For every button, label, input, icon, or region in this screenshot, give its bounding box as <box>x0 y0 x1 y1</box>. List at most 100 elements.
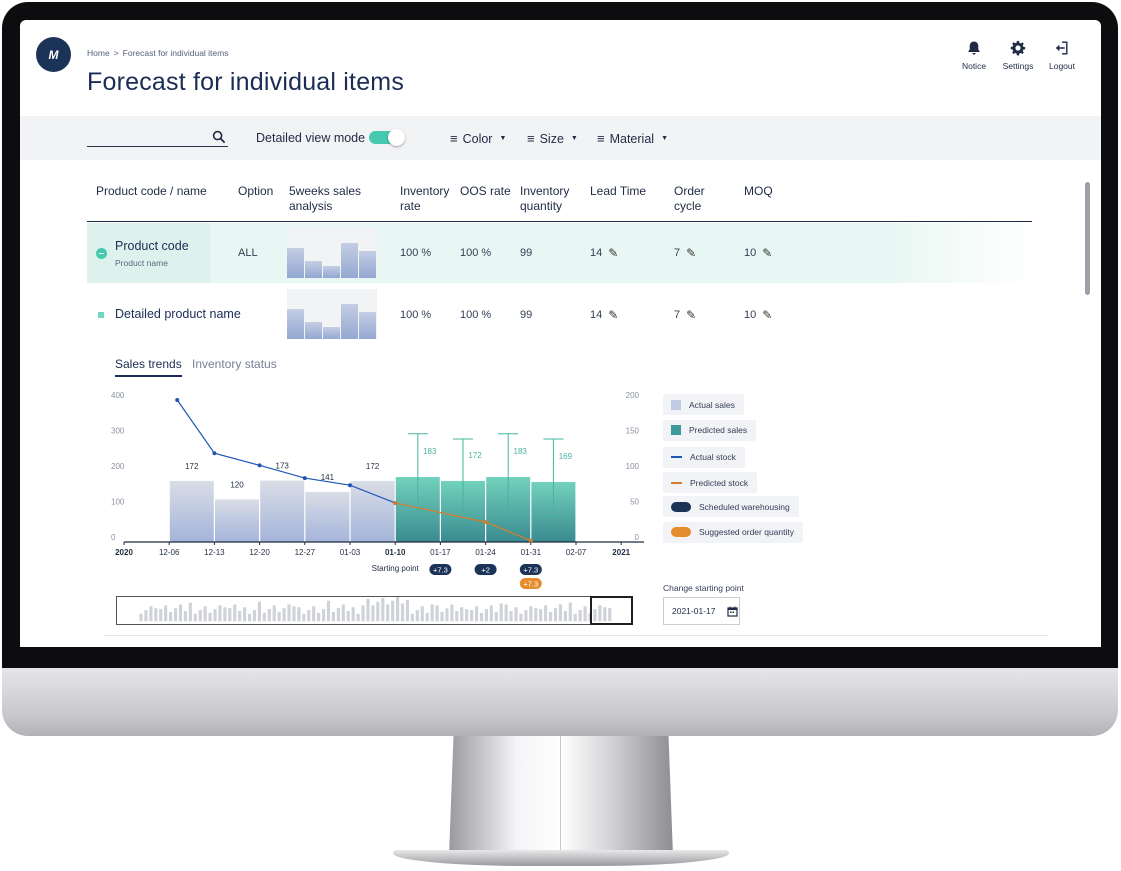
starting-point-date-input[interactable]: 2021-01-17 <box>663 597 740 625</box>
calendar-icon[interactable] <box>727 606 739 617</box>
tab-sales-trends[interactable]: Sales trends <box>115 357 182 377</box>
header-oos-rate[interactable]: OOS rate <box>460 184 511 198</box>
filter-material-label: Material <box>609 131 655 146</box>
x-tick-label: 12-20 <box>249 548 270 557</box>
edit-icon[interactable]: ✎ <box>608 246 619 260</box>
brush-bar <box>292 606 296 622</box>
edit-icon[interactable]: ✎ <box>762 246 773 260</box>
brush-bar <box>223 607 227 622</box>
legend-label: Predicted stock <box>690 477 749 488</box>
filter-color[interactable]: ≡ Color ▼ <box>450 131 506 146</box>
brush-bar <box>312 606 316 622</box>
header-sales-analysis[interactable]: 5weeks sales analysis <box>289 184 362 213</box>
x-tick-label: 01-31 <box>521 548 542 557</box>
search-icon[interactable] <box>212 130 226 144</box>
section-divider <box>104 635 1048 636</box>
settings-button[interactable]: Settings <box>1003 40 1033 71</box>
search-input[interactable] <box>87 129 228 147</box>
edit-icon[interactable]: ✎ <box>608 308 619 322</box>
starting-point-label: Starting point <box>372 564 420 573</box>
settings-label: Settings <box>1002 61 1034 71</box>
legend-predicted-stock[interactable]: Predicted stock <box>663 472 758 493</box>
tab-inventory-status[interactable]: Inventory status <box>192 357 277 371</box>
left-axis-tick: 200 <box>111 462 125 471</box>
brush-bar <box>336 608 340 622</box>
edit-icon[interactable]: ✎ <box>762 308 773 322</box>
badge-pill <box>519 578 542 589</box>
product-code: Product code <box>115 239 189 253</box>
detailed-view-toggle[interactable] <box>369 129 405 146</box>
notice-button[interactable]: Notice <box>959 40 989 71</box>
brush-bar <box>252 610 257 622</box>
brush-bar <box>149 606 153 622</box>
brush-bar <box>534 608 538 622</box>
actual-stock-point <box>175 398 180 402</box>
header-moq[interactable]: MOQ <box>744 184 773 198</box>
header-inventory-quantity[interactable]: Inventory quantity <box>520 184 570 213</box>
order-cycle-cell: 7 ✎ <box>674 246 696 260</box>
moq-cell: 10 ✎ <box>744 246 772 260</box>
brush-bar <box>331 611 336 622</box>
edit-icon[interactable]: ✎ <box>686 308 697 322</box>
brand-logo[interactable]: M <box>36 37 71 72</box>
brush-bar <box>425 612 429 622</box>
breadcrumb-current: Forecast for individual items <box>122 48 229 58</box>
brush-bar <box>396 597 400 622</box>
legend-scheduled-warehousing[interactable]: Scheduled warehousing <box>663 496 799 517</box>
brush-bar <box>400 603 405 622</box>
legend-actual-stock[interactable]: Actual stock <box>663 446 745 468</box>
header-order-cycle[interactable]: Order cycle <box>674 184 705 213</box>
range-brush-window[interactable] <box>590 596 633 625</box>
table-row[interactable]: Detailed product name 100 % 100 % 99 14 ✎… <box>87 285 1032 345</box>
actual-stock-line <box>176 399 396 504</box>
brush-bar <box>539 609 543 622</box>
table-header: Product code / name Option 5weeks sales … <box>87 184 1032 222</box>
vertical-scrollbar[interactable] <box>1085 182 1090 295</box>
bar-actual-sales <box>215 499 259 542</box>
filter-size[interactable]: ≡ Size ▼ <box>527 131 578 146</box>
bullet-icon <box>98 312 104 318</box>
header-inventory-rate[interactable]: Inventory rate <box>400 184 450 213</box>
brush-bar <box>188 602 192 622</box>
collapse-icon[interactable] <box>96 248 107 259</box>
edit-icon[interactable]: ✎ <box>686 246 697 260</box>
lead-time-cell: 14 ✎ <box>590 308 618 322</box>
brush-bar <box>287 604 291 622</box>
legend-actual-sales[interactable]: Actual sales <box>663 394 744 415</box>
header-product[interactable]: Product code / name <box>96 184 207 198</box>
table-row[interactable]: Product code Product name ALL 100 % 100 … <box>87 223 1032 283</box>
legend-label: Scheduled warehousing <box>699 501 790 512</box>
inventory-rate-value: 100 % <box>400 247 432 259</box>
order-cycle-value: 7 <box>674 247 681 259</box>
top-navigation: Notice Settings Logout <box>959 40 1077 71</box>
order-cycle-cell: 7 ✎ <box>674 308 696 322</box>
right-axis-tick: 100 <box>626 462 640 471</box>
breadcrumb-home[interactable]: Home <box>87 48 110 58</box>
x-tick-label: 01-10 <box>385 548 406 557</box>
brush-bar <box>321 609 326 622</box>
logout-button[interactable]: Logout <box>1047 40 1077 71</box>
brush-bar <box>341 604 345 622</box>
brush-bar <box>474 606 479 622</box>
caret-down-icon: ▼ <box>570 135 578 142</box>
brush-bar <box>376 601 380 622</box>
legend-predicted-sales[interactable]: Predicted sales <box>663 419 757 441</box>
brush-bar <box>326 600 331 622</box>
right-axis-tick: 50 <box>630 498 639 507</box>
brush-bar <box>262 612 266 622</box>
header-option[interactable]: Option <box>238 184 274 198</box>
header-lead-time[interactable]: Lead Time <box>590 184 647 198</box>
breadcrumb-separator: > <box>113 48 119 58</box>
filter-material[interactable]: ≡ Material ▼ <box>597 131 668 146</box>
legend-swatch <box>671 399 681 410</box>
toggle-knob[interactable] <box>388 129 405 146</box>
brush-bar <box>371 605 375 622</box>
bar-actual-sales <box>305 491 350 542</box>
actual-stock-point <box>257 463 262 468</box>
legend-swatch <box>671 501 691 512</box>
brush-bar <box>435 605 439 622</box>
range-brush[interactable] <box>116 596 633 625</box>
x-tick-label: 01-03 <box>340 548 361 557</box>
legend-suggested-order[interactable]: Suggested order quantity <box>663 521 803 543</box>
brush-bar <box>598 605 602 622</box>
